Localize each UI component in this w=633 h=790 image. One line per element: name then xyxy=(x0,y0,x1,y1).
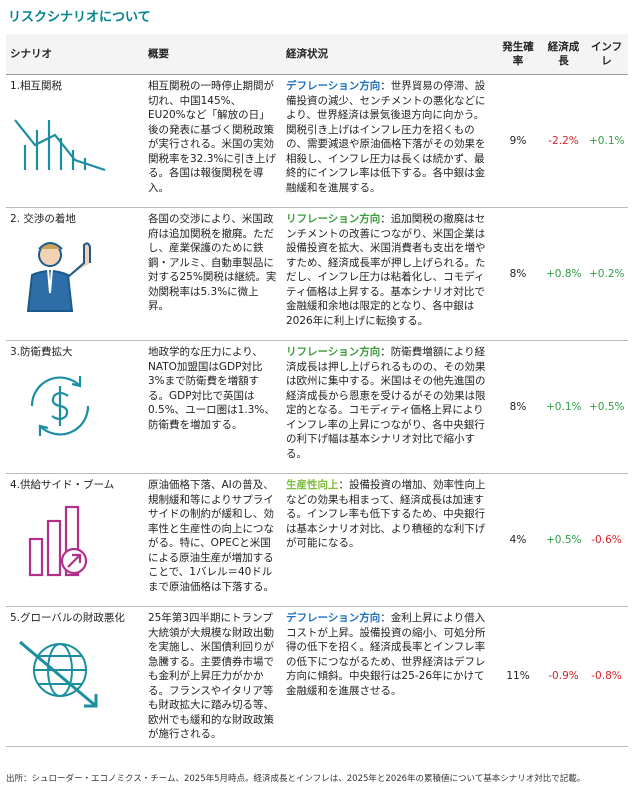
inflation: -0.8% xyxy=(585,606,628,747)
scenario-cell: 1.相互関税 xyxy=(6,74,144,208)
scenario-cell: 3.防衛費拡大 xyxy=(6,340,144,474)
economy-text: ：設備投資の増加、効率性向上などの効果も相まって、経済成長は加速する。インフレ率… xyxy=(286,479,486,549)
scenario-name: 2. 交渉の着地 xyxy=(10,213,76,225)
economy-cell: 生産性向上：設備投資の増加、効率性向上などの効果も相まって、経済成長は加速する。… xyxy=(282,473,494,607)
scenario-name: 3.防衛費拡大 xyxy=(10,346,73,358)
growth: -2.2% xyxy=(542,74,585,208)
icon-dollar xyxy=(30,375,90,436)
growth: +0.1% xyxy=(542,340,585,474)
title: リスクシナリオについて xyxy=(8,10,151,25)
economy-cell: リフレーション方向：防衛費増額により経済成長は押し上げられるものの、その効果は欧… xyxy=(282,340,494,474)
inflation: +0.1% xyxy=(585,74,628,208)
probability: 8% xyxy=(494,207,542,341)
header: シナリオ xyxy=(6,34,144,75)
table-row: 2. 交渉の着地 各国の交渉により、米国政府は追加関税を撤廃。ただし、産業保護のた… xyxy=(6,207,628,341)
direction: デフレーション方向 xyxy=(286,612,381,624)
scenario-name: 1.相互関税 xyxy=(10,80,63,92)
probability: 11% xyxy=(494,606,542,747)
economy-cell: リフレーション方向：追加関税の撤廃はセンチメントの改善につながり、米国企業は設備… xyxy=(282,207,494,341)
economy-cell: デフレーション方向：金利上昇により借入コストが上昇。設備投資の縮小、可処分所得の… xyxy=(282,606,494,747)
probability: 8% xyxy=(494,340,542,474)
icon-person xyxy=(26,241,91,312)
direction: デフレーション方向 xyxy=(286,80,381,92)
icon-globe xyxy=(19,640,98,707)
growth: -0.9% xyxy=(542,606,585,747)
icon-chart xyxy=(14,118,106,171)
table-row: 1.相互関税 相互関税の一時停止期間が切れ、中国145%、EU20%など「解放の日… xyxy=(6,74,628,208)
table-row: 5.グローバルの財政悪化 25年第3四半期にトランプ大統領が大規模な財政出動を実施… xyxy=(6,606,628,747)
probability: 9% xyxy=(494,74,542,208)
growth: +0.8% xyxy=(542,207,585,341)
economy-text: ：防衛費増額により経済成長は押し上げられるものの、その効果は欧州に集中する。米国… xyxy=(286,346,486,460)
direction: リフレーション方向 xyxy=(286,213,381,225)
header: 経済状況 xyxy=(282,34,494,75)
header-row: シナリオ 概要 経済状況 発生確率 経済成長 インフレ xyxy=(6,34,628,75)
header: インフレ xyxy=(585,34,628,75)
economy-text: ：金利上昇により借入コストが上昇。設備投資の縮小、可処分所得の低下を招く。経済成… xyxy=(286,612,486,697)
probability: 4% xyxy=(494,473,542,607)
footer: 出所：シュローダー・エコノミクス・チーム、2025年5月時点。経済成長とインフレ… xyxy=(6,774,586,784)
scenario-cell: 4.供給サイド・ブーム xyxy=(6,473,144,607)
inflation: +0.2% xyxy=(585,207,628,341)
header: 発生確率 xyxy=(494,34,542,75)
direction: リフレーション方向 xyxy=(286,346,381,358)
scenario-name: 5.グローバルの財政悪化 xyxy=(10,612,125,624)
scenario-name: 4.供給サイド・ブーム xyxy=(10,479,115,491)
direction: 生産性向上 xyxy=(286,479,339,491)
icon-bars xyxy=(28,505,88,576)
economy-text: ：世界貿易の停滞、設備投資の減少、センチメントの悪化などにより、世界経済は景気後… xyxy=(286,80,486,194)
scenario-cell: 5.グローバルの財政悪化 xyxy=(6,606,144,747)
table-row: 3.防衛費拡大 地政学的な圧力により、NATO加盟国はGDP対比3%まで防衛費を増… xyxy=(6,340,628,474)
overview-cell: 25年第3四半期にトランプ大統領が大規模な財政出動を実施し、米国債利回りが急騰す… xyxy=(144,606,282,747)
inflation: -0.6% xyxy=(585,473,628,607)
overview-cell: 相互関税の一時停止期間が切れ、中国145%、EU20%など「解放の日」後の発表に… xyxy=(144,74,282,208)
overview-cell: 各国の交渉により、米国政府は追加関税を撤廃。ただし、産業保護のために鉄鋼・アルミ… xyxy=(144,207,282,341)
header: 経済成長 xyxy=(542,34,585,75)
scenario-table: シナリオ 概要 経済状況 発生確率 経済成長 インフレ 1.相互関税 相互関税の一… xyxy=(6,34,628,747)
economy-cell: デフレーション方向：世界貿易の停滞、設備投資の減少、センチメントの悪化などにより… xyxy=(282,74,494,208)
economy-text: ：追加関税の撤廃はセンチメントの改善につながり、米国企業は設備投資を拡大、米国消… xyxy=(286,213,486,327)
overview-cell: 原油価格下落、AIの普及、規制緩和等によりサプライサイドの制約が緩和し、効率性と… xyxy=(144,473,282,607)
scenario-cell: 2. 交渉の着地 xyxy=(6,207,144,341)
header: 概要 xyxy=(144,34,282,75)
growth: +0.5% xyxy=(542,473,585,607)
overview-cell: 地政学的な圧力により、NATO加盟国はGDP対比3%まで防衛費を増額する。GDP… xyxy=(144,340,282,474)
inflation: +0.5% xyxy=(585,340,628,474)
table-row: 4.供給サイド・ブーム 原油価格下落、AIの普及、規制緩和等によりサプライサイドの… xyxy=(6,473,628,607)
